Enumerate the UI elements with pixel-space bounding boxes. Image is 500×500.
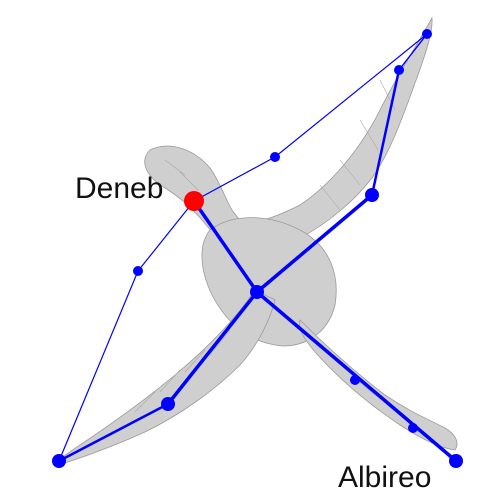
line-outline-bottom-left (58, 270, 139, 462)
star-gienah (365, 188, 379, 202)
star-neck-mid (408, 423, 418, 433)
star-wing-right (394, 65, 404, 75)
line-outline-deneb (193, 156, 276, 202)
line-delta-wing (57, 402, 170, 463)
line-gienah-wing (370, 68, 401, 197)
star-delta (161, 397, 175, 411)
star-sadr (250, 285, 264, 299)
star-deneb (184, 191, 204, 211)
line-sadr-gienah (255, 193, 374, 294)
constellation-stars (52, 29, 463, 468)
star-outline-left (133, 266, 143, 276)
line-outline-left (137, 200, 195, 272)
line-outline-top (274, 33, 428, 158)
albireo-label: Albireo (338, 461, 431, 494)
star-wing-left-tip (52, 454, 66, 468)
star-eta (350, 375, 360, 385)
line-outline-right (398, 33, 428, 71)
star-outline-top (270, 152, 280, 162)
swan-engraving-icon (57, 16, 458, 466)
star-albireo (449, 454, 463, 468)
deneb-label: Deneb (75, 172, 163, 205)
constellation-lines (57, 33, 458, 463)
star-wing-right-tip (422, 29, 432, 39)
line-sadr-delta (166, 290, 259, 406)
line-deneb-sadr (192, 199, 259, 294)
